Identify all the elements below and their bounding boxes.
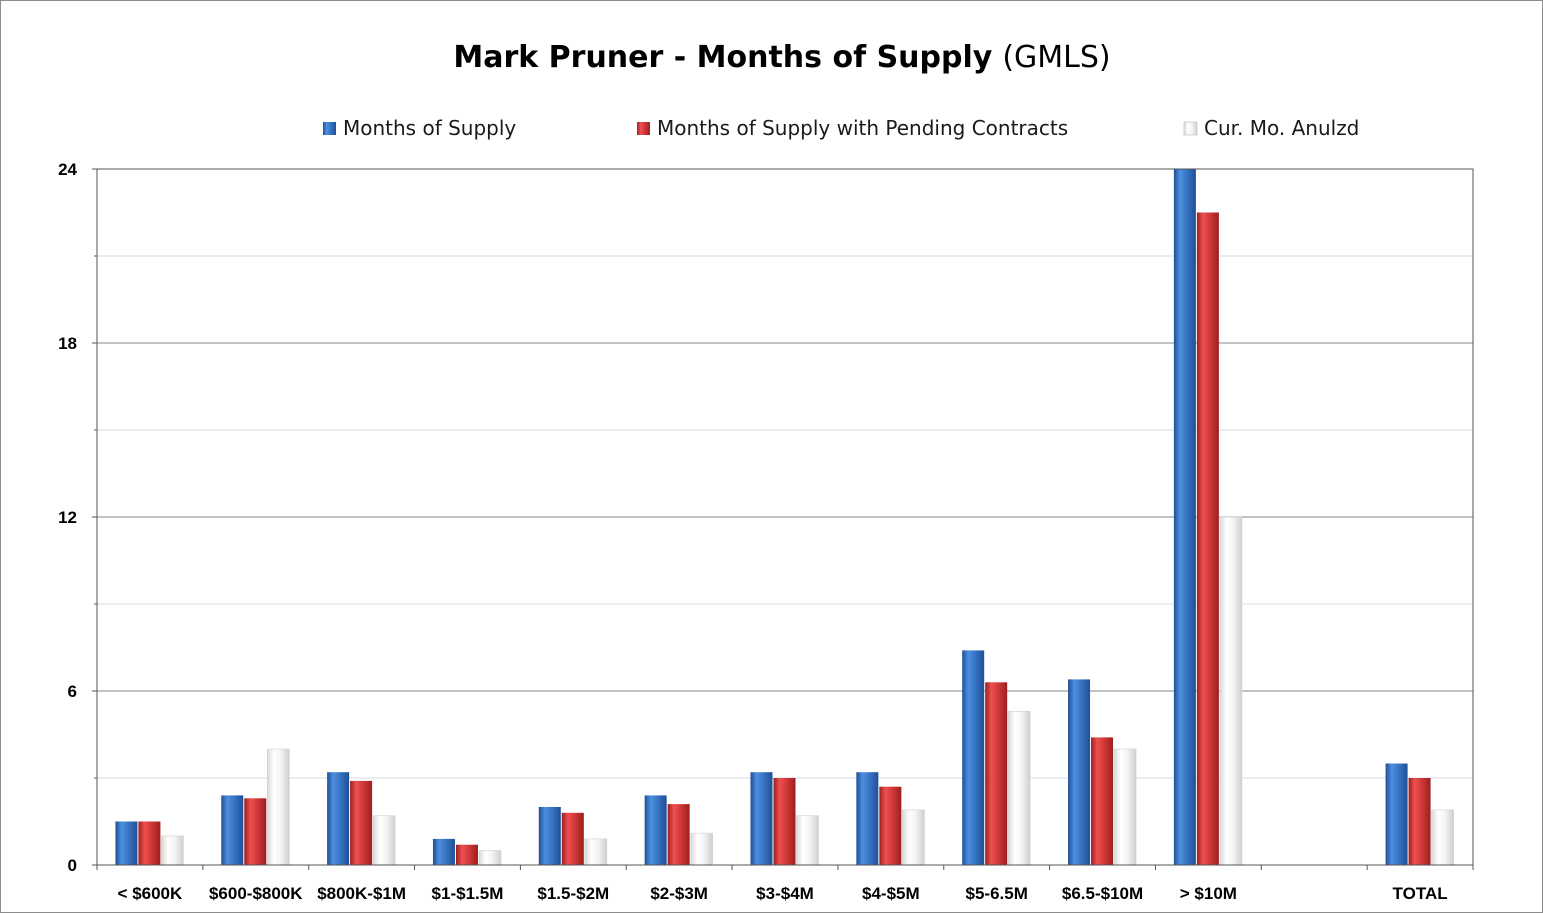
- x-tick-label: $5-6.5M: [966, 884, 1028, 903]
- legend-label-months-of-supply: Months of Supply: [343, 116, 516, 140]
- y-tick-label: 12: [58, 508, 77, 527]
- bar-pending-contracts: [1196, 212, 1219, 865]
- x-tick-label: TOTAL: [1393, 884, 1448, 903]
- bar-pending-contracts: [350, 780, 373, 865]
- bar-months-of-supply: [1385, 763, 1408, 865]
- bar-cur-mo-anulzd: [1113, 748, 1137, 866]
- x-tick-label: $800K-$1M: [317, 884, 406, 903]
- bar-months-of-supply: [327, 772, 350, 865]
- bar-cur-mo-anulzd: [266, 748, 290, 866]
- x-tick-label: $600-$800K: [209, 884, 303, 903]
- bar-pending-contracts: [1091, 737, 1114, 865]
- x-tick-label: > $10M: [1180, 884, 1237, 903]
- y-tick-label: 24: [58, 160, 77, 179]
- bar-cur-mo-anulzd: [1007, 710, 1031, 866]
- legend-label-pending-contracts: Months of Supply with Pending Contracts: [657, 116, 1068, 140]
- bar-months-of-supply: [432, 838, 455, 865]
- bar-pending-contracts: [138, 821, 161, 865]
- legend-swatch-months-of-supply: [323, 122, 336, 135]
- x-tick-label: < $600K: [118, 884, 183, 903]
- bar-cur-mo-anulzd: [478, 850, 502, 866]
- x-tick-label: $1-$1.5M: [432, 884, 504, 903]
- bar-cur-mo-anulzd: [161, 835, 184, 866]
- y-tick-label: 6: [68, 682, 77, 701]
- x-axis: < $600K $600-$800K $800K-$1M $1-$1.5M $1.5-$…: [96, 865, 1474, 903]
- legend-swatch-pending-contracts: [637, 122, 650, 135]
- bar-months-of-supply: [962, 650, 985, 865]
- legend-label-cur-mo-anulzd: Cur. Mo. Anulzd: [1204, 116, 1359, 140]
- chart-title: Mark Pruner - Months of Supply (GMLS): [453, 40, 1110, 75]
- y-axis: 0 6 12 18 24: [58, 160, 97, 875]
- bar-cur-mo-anulzd: [372, 815, 396, 866]
- bar-pending-contracts: [561, 812, 584, 865]
- x-tick-label: $6.5-$10M: [1062, 884, 1143, 903]
- bar-pending-contracts: [244, 798, 267, 865]
- y-tick-label: 18: [58, 334, 77, 353]
- bar-pending-contracts: [985, 682, 1008, 865]
- bar-cur-mo-anulzd: [1431, 809, 1454, 866]
- bar-months-of-supply: [750, 772, 773, 865]
- bars: [115, 169, 1454, 866]
- bar-cur-mo-anulzd: [1219, 516, 1243, 866]
- plot-area: 0 6 12 18 24 < $600K $600-$800K $800K-$1M $1-$1…: [58, 160, 1474, 903]
- bar-pending-contracts: [879, 786, 902, 865]
- bar-months-of-supply: [115, 821, 138, 865]
- bar-months-of-supply: [221, 795, 244, 865]
- x-tick-label: $4-$5M: [862, 884, 920, 903]
- bar-months-of-supply: [1173, 169, 1196, 865]
- legend-item-pending-contracts: Months of Supply with Pending Contracts: [637, 116, 1068, 140]
- x-tick-label: $1.5-$2M: [537, 884, 609, 903]
- bar-cur-mo-anulzd: [902, 809, 925, 866]
- bar-months-of-supply: [538, 807, 561, 865]
- bar-cur-mo-anulzd: [584, 838, 608, 866]
- bar-months-of-supply: [1068, 679, 1091, 865]
- bar-months-of-supply: [856, 772, 879, 865]
- bar-cur-mo-anulzd: [796, 815, 819, 866]
- legend-item-months-of-supply: Months of Supply: [323, 116, 516, 140]
- chart-title-source: (GMLS): [1002, 40, 1110, 75]
- gridlines: [97, 255, 1473, 779]
- bar-pending-contracts: [455, 844, 478, 865]
- y-tick-label: 0: [68, 856, 77, 875]
- legend: Months of Supply Months of Supply with P…: [323, 116, 1359, 140]
- x-tick-label: $2-$3M: [650, 884, 708, 903]
- bar-months-of-supply: [644, 795, 667, 865]
- bar-pending-contracts: [1408, 778, 1431, 865]
- bar-pending-contracts: [667, 804, 690, 865]
- x-tick-label: $3-$4M: [756, 884, 814, 903]
- bar-cur-mo-anulzd: [690, 832, 713, 866]
- legend-swatch-cur-mo-anulzd: [1183, 121, 1198, 136]
- bar-pending-contracts: [773, 778, 796, 865]
- chart-title-main: Mark Pruner - Months of Supply: [453, 40, 992, 75]
- legend-item-cur-mo-anulzd: Cur. Mo. Anulzd: [1183, 116, 1359, 140]
